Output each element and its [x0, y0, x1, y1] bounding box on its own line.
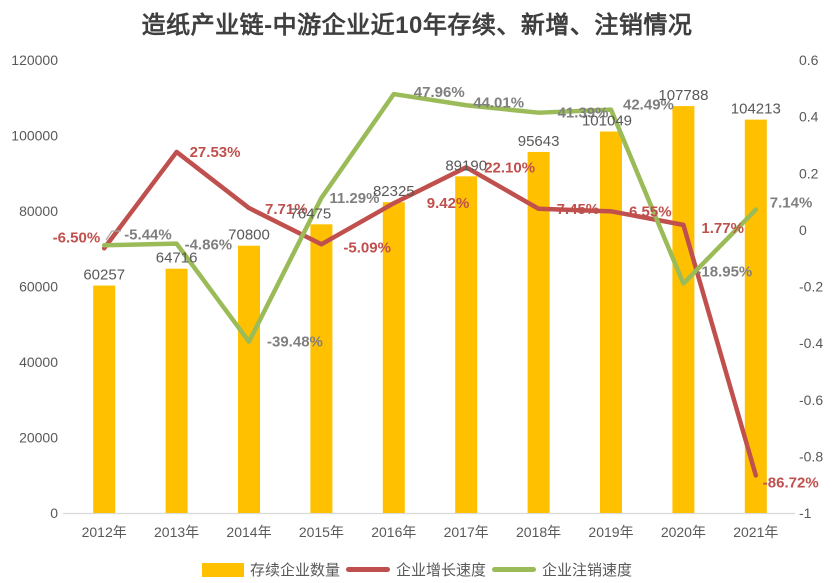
- x-axis-label: 2014年: [226, 524, 271, 540]
- right-axis-tick: -0.2: [799, 279, 823, 295]
- bar: [238, 245, 260, 514]
- left-axis-tick: 120000: [11, 52, 58, 68]
- cancel-label: 11.29%: [329, 190, 379, 207]
- bar: [600, 131, 622, 513]
- bar-label: 107788: [658, 87, 708, 104]
- right-axis-tick: 0.4: [799, 109, 819, 125]
- growth-series-swatch-icon: [345, 567, 390, 572]
- cancel-label: -4.86%: [185, 237, 233, 254]
- label-leader-line: [105, 230, 121, 241]
- growth-label: -5.09%: [343, 239, 391, 256]
- cancel-label: 42.49%: [623, 97, 674, 114]
- cancel-label: 41.39%: [558, 105, 609, 122]
- bar-label: 60257: [83, 267, 125, 284]
- bar: [672, 106, 695, 513]
- bar-label: 82325: [373, 183, 415, 200]
- legend-label-growth-series: 企业增长速度: [395, 562, 486, 579]
- bar: [382, 202, 405, 513]
- cancel-line: [101, 91, 759, 344]
- right-axis-tick: -0.6: [799, 392, 823, 408]
- left-axis-tick: 80000: [19, 203, 58, 219]
- left-axis-tick: 0: [50, 505, 58, 521]
- cancel-label: 7.14%: [770, 195, 813, 212]
- bar: [165, 268, 188, 513]
- legend-item-cancel-series: 企业注销速度: [492, 559, 632, 580]
- growth-label: 27.53%: [190, 144, 241, 161]
- legend-item-growth-series: 企业增长速度: [345, 559, 486, 580]
- x-axis-label: 2012年: [82, 524, 127, 540]
- x-axis-label: 2018年: [516, 524, 561, 540]
- bar: [527, 151, 550, 513]
- x-axis-label: 2020年: [661, 524, 706, 540]
- right-axis-tick: 0.6: [799, 52, 819, 68]
- growth-label: 22.10%: [484, 159, 535, 176]
- right-axis-tick: 0: [799, 222, 807, 238]
- x-axis-label: 2015年: [299, 524, 344, 540]
- x-axis-label: 2016年: [371, 524, 416, 540]
- cancel-label: -5.44%: [124, 226, 172, 243]
- right-axis-tick: -1: [799, 505, 812, 521]
- bar-label: 95643: [518, 133, 560, 150]
- bar: [455, 176, 478, 514]
- left-axis-tick: 20000: [19, 430, 58, 446]
- bar-label: 76475: [290, 205, 332, 222]
- legend-label-cancel-series: 企业注销速度: [542, 562, 633, 579]
- right-axis-tick: -0.8: [799, 448, 823, 464]
- bar: [310, 224, 333, 513]
- growth-label: 6.55%: [629, 203, 672, 220]
- cancel-label: -18.95%: [696, 264, 752, 281]
- growth-label: 9.42%: [427, 195, 470, 212]
- right-axis-tick: -0.4: [799, 335, 823, 351]
- growth-label: -86.72%: [763, 474, 819, 491]
- x-axis-label: 2013年: [154, 524, 199, 540]
- left-axis-tick: 100000: [11, 128, 58, 144]
- growth-label: 7.45%: [557, 201, 600, 218]
- bar-series-swatch-icon: [201, 562, 244, 577]
- cancel-series-swatch-icon: [492, 567, 536, 572]
- x-axis-label: 2017年: [444, 524, 489, 540]
- growth-line: [101, 149, 759, 478]
- chart-title: 造纸产业链-中游企业近10年存续、新增、注销情况: [141, 12, 693, 39]
- growth-label: 1.77%: [701, 220, 744, 237]
- growth-label: 7.71%: [265, 201, 308, 218]
- bar: [93, 285, 116, 513]
- x-axis-label: 2019年: [588, 524, 633, 540]
- legend: 存续企业数量 企业增长速度 企业注销速度: [0, 559, 834, 580]
- bar-label: 64716: [156, 250, 198, 267]
- left-axis-tick: 60000: [19, 279, 58, 295]
- bar-label: 101049: [582, 113, 632, 130]
- cancel-label: 47.96%: [414, 84, 465, 101]
- legend-item-bar-series: 存续企业数量: [201, 559, 340, 580]
- bar-label: 89190: [445, 157, 487, 174]
- bar-label: 104213: [731, 101, 781, 118]
- bar-label: 70800: [228, 227, 270, 244]
- cancel-label: -39.48%: [267, 334, 323, 351]
- x-axis-label: 2021年: [733, 524, 778, 540]
- cancel-label: 44.01%: [473, 94, 524, 111]
- legend-label-bar-series: 存续企业数量: [249, 562, 340, 579]
- growth-label: -6.50%: [53, 229, 101, 246]
- right-axis-tick: 0.2: [799, 165, 819, 181]
- left-axis-tick: 40000: [19, 354, 58, 370]
